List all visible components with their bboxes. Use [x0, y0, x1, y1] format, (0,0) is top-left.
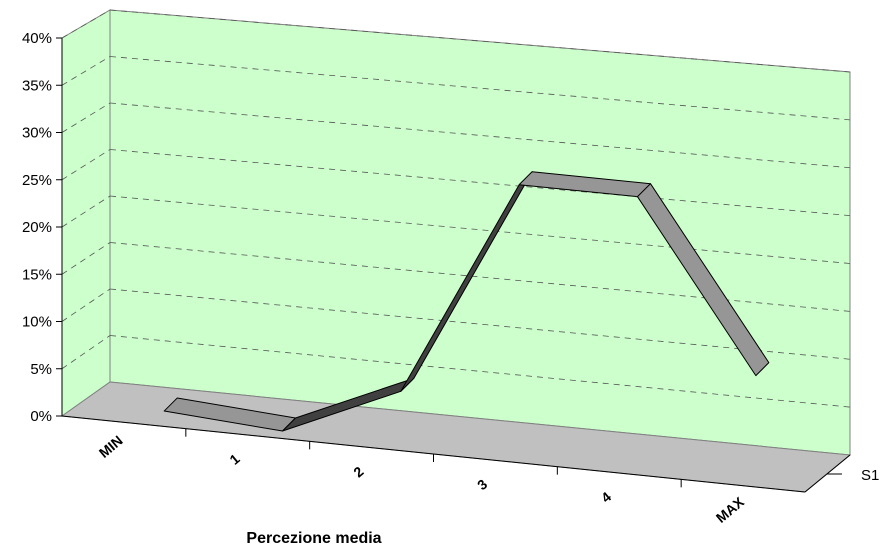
gridline	[61, 149, 111, 181]
ribbon-segment	[637, 183, 770, 377]
x-tick-label: 3	[474, 476, 490, 493]
y-tick-label: 10%	[22, 314, 52, 331]
y-tick-label: 25%	[22, 172, 52, 189]
gridline	[109, 288, 851, 360]
gridline	[109, 56, 851, 121]
gridline	[109, 9, 851, 73]
back-wall	[109, 9, 851, 456]
gridline	[61, 9, 111, 39]
x-tick-label: 4	[598, 488, 614, 505]
x-tick-label: 2	[350, 463, 366, 480]
x-axis-title: Percezione media	[246, 530, 381, 547]
series-ribbon	[163, 171, 770, 432]
gridline	[61, 56, 111, 86]
y-tick-label: 5%	[30, 361, 52, 378]
gridline	[109, 102, 851, 169]
y-tick-label: 35%	[22, 77, 52, 94]
y-tick-label: 20%	[22, 219, 52, 236]
gridline	[61, 102, 111, 133]
gridline	[61, 335, 111, 370]
y-tick-label: 15%	[22, 266, 52, 283]
gridline	[109, 195, 851, 264]
y-tick-label: 0%	[30, 408, 52, 425]
gridline	[61, 195, 111, 228]
y-tick-label: 30%	[22, 125, 52, 142]
series-label: S1	[861, 467, 879, 484]
x-tick-label: MIN	[96, 432, 126, 461]
gridline	[109, 149, 851, 217]
y-tick-label: 40%	[22, 30, 52, 47]
y-ticks: 0% 5% 10% 15% 20% 25% 30% 35% 40%	[22, 30, 62, 425]
gridlines	[61, 9, 851, 408]
x-tick-label: MAX	[713, 493, 748, 526]
gridline	[61, 288, 111, 322]
gridline	[61, 242, 111, 275]
x-tick-label: 1	[226, 450, 242, 467]
gridline	[109, 335, 851, 408]
